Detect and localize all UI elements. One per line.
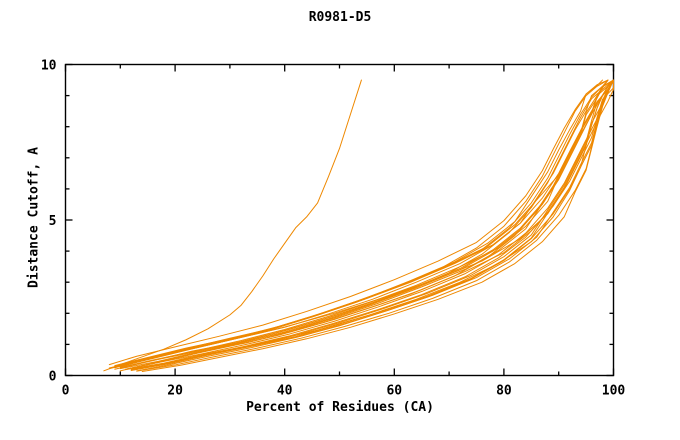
- data-series-line: [130, 79, 614, 372]
- data-series-line: [108, 79, 609, 366]
- data-series-line: [136, 79, 614, 372]
- y-tick-label: 10: [41, 59, 57, 74]
- data-series-line: [130, 79, 614, 371]
- data-series-line: [114, 79, 604, 367]
- x-tick-label: 60: [386, 384, 402, 399]
- y-axis-tick-labels: 0 5 10: [41, 59, 57, 385]
- data-series-line: [141, 79, 614, 372]
- data-series-line: [114, 79, 614, 367]
- data-series-line: [119, 79, 614, 369]
- data-series-group: [103, 79, 614, 372]
- y-tick-label: 0: [49, 370, 57, 385]
- x-axis-label: Percent of Residues (CA): [246, 400, 434, 415]
- data-series-line: [114, 79, 614, 370]
- x-axis-tick-labels: 0 20 40 60 80 100: [62, 384, 626, 399]
- data-series-line: [125, 79, 609, 370]
- y-tick-label: 5: [49, 214, 57, 229]
- data-series-line: [136, 79, 614, 372]
- data-series-line: [119, 79, 609, 368]
- x-axis-ticks: [64, 64, 615, 376]
- data-series-line: [130, 79, 614, 371]
- x-tick-label: 100: [602, 384, 626, 399]
- data-series-line: [130, 79, 614, 370]
- data-series-line: [119, 79, 614, 370]
- y-axis-label: Distance Cutoff, A: [26, 147, 42, 288]
- chart-title: R0981-D5: [308, 10, 372, 25]
- x-tick-label: 40: [277, 384, 293, 399]
- x-tick-label: 80: [496, 384, 512, 399]
- x-tick-label: 20: [167, 384, 183, 399]
- data-series-line: [119, 79, 614, 368]
- x-tick-label: 0: [62, 384, 70, 399]
